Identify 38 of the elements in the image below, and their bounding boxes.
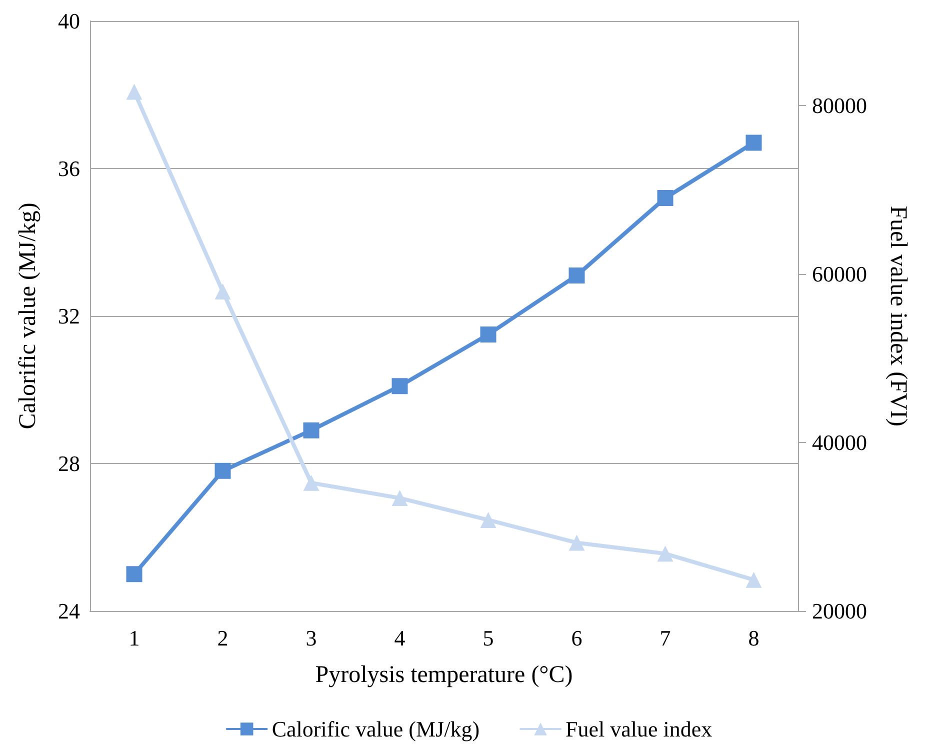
point bbox=[746, 572, 762, 588]
point bbox=[126, 566, 142, 582]
y-tick-label: 40 bbox=[58, 8, 80, 34]
point bbox=[126, 84, 142, 100]
y2-tick-label: 80000 bbox=[812, 92, 867, 118]
legend-label: Calorific value (MJ/kg) bbox=[272, 716, 480, 742]
y2-tick-label: 20000 bbox=[812, 598, 867, 624]
x-tick-label: 8 bbox=[748, 626, 760, 650]
x-tick-label: 7 bbox=[660, 626, 671, 650]
point bbox=[568, 534, 585, 551]
point bbox=[392, 490, 408, 506]
legend-label: Fuel value index bbox=[566, 716, 712, 742]
point bbox=[214, 284, 231, 300]
x-tick-label: 2 bbox=[217, 626, 228, 650]
y-tick-label: 32 bbox=[58, 304, 80, 328]
x-tick-label: 1 bbox=[128, 626, 140, 650]
y2-axis-title: Fuel value index (FVI) bbox=[885, 206, 911, 426]
point bbox=[568, 267, 585, 284]
point bbox=[214, 462, 231, 479]
y-axis-title: Calorific value (MJ/kg) bbox=[15, 202, 41, 430]
point bbox=[480, 512, 496, 528]
point bbox=[746, 134, 762, 151]
y-tick-label: 24 bbox=[58, 598, 80, 624]
point bbox=[303, 422, 320, 438]
x-tick-label: 3 bbox=[306, 626, 317, 650]
y2-tick-label: 60000 bbox=[812, 261, 867, 286]
y-tick-label: 28 bbox=[58, 451, 80, 476]
x-tick-label: 5 bbox=[482, 626, 494, 650]
point bbox=[392, 378, 408, 394]
x-tick-label: 6 bbox=[571, 626, 582, 650]
point bbox=[657, 190, 674, 206]
x-axis-title: Pyrolysis temperature (°C) bbox=[315, 662, 573, 688]
y-tick-label: 36 bbox=[58, 156, 80, 181]
y2-tick-label: 40000 bbox=[812, 430, 867, 455]
point bbox=[657, 546, 674, 562]
point bbox=[303, 474, 320, 491]
x-tick-label: 4 bbox=[394, 626, 406, 650]
point bbox=[480, 326, 496, 342]
